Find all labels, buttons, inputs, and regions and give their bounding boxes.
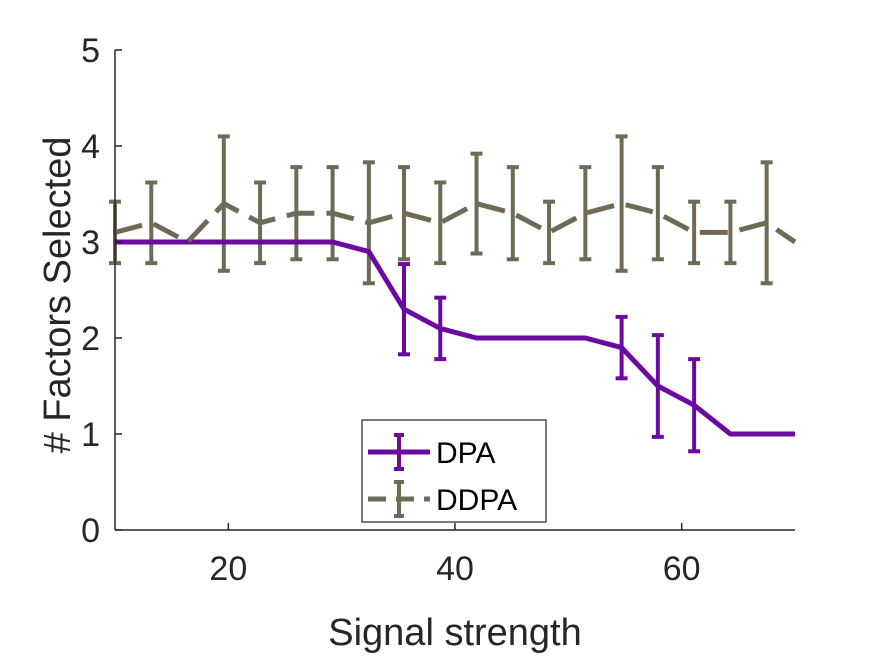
error-bar-ddpa <box>688 199 701 266</box>
error-bar-ddpa <box>543 199 556 266</box>
x-tick-label: 40 <box>436 550 474 588</box>
error-bar-ddpa <box>651 165 664 262</box>
legend-label-ddpa: DDPA <box>436 484 517 517</box>
y-tick-label: 4 <box>81 128 100 166</box>
legend-label-dpa: DPA <box>436 437 495 470</box>
series-line-ddpa <box>114 201 797 245</box>
legend-box <box>361 419 547 523</box>
x-ticks: 20 40 60 <box>209 523 701 588</box>
error-bar-ddpa <box>724 199 737 266</box>
y-ticks: 0 1 2 3 4 5 <box>81 32 122 550</box>
y-tick-label: 0 <box>81 512 100 550</box>
legend: DPA DDPA <box>361 419 547 523</box>
error-bar-ddpa <box>579 165 592 262</box>
series-line-dpa <box>115 239 795 437</box>
error-bar-ddpa <box>145 180 158 266</box>
y-tick-label: 5 <box>81 32 100 70</box>
error-bar-ddpa <box>615 134 628 273</box>
x-axis-title: Signal strength <box>328 612 582 654</box>
error-bar-ddpa <box>506 165 519 262</box>
error-bar-ddpa <box>760 160 773 286</box>
x-tick-label: 60 <box>663 550 701 588</box>
legend-swatch-ddpa <box>368 480 430 518</box>
legend-swatch-dpa <box>368 433 430 471</box>
y-tick-label: 2 <box>81 320 100 358</box>
y-tick-label: 3 <box>81 224 100 262</box>
error-bars <box>109 134 773 454</box>
error-bar-ddpa <box>470 151 483 256</box>
y-axis-title: # Factors Selected <box>37 137 79 454</box>
y-tick-label: 1 <box>81 416 100 454</box>
series-lines <box>114 201 797 437</box>
x-tick-label: 20 <box>209 550 247 588</box>
error-bar-ddpa <box>434 180 447 266</box>
